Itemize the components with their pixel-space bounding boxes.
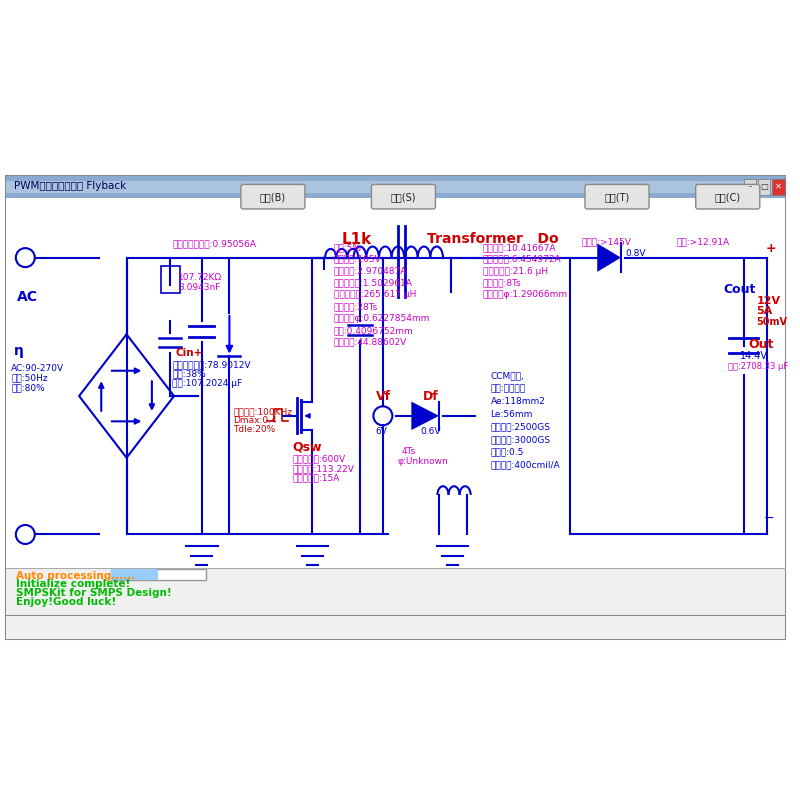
- Text: 5A: 5A: [756, 306, 773, 317]
- Text: 耐压裕量:113.22V: 耐压裕量:113.22V: [293, 464, 354, 474]
- FancyBboxPatch shape: [585, 185, 649, 209]
- Text: 0.8V: 0.8V: [625, 249, 646, 258]
- Text: □: □: [760, 182, 768, 191]
- Text: 初级电感量:265.617 μH: 初级电感量:265.617 μH: [334, 290, 416, 299]
- Text: Enjoy!Good luck!: Enjoy!Good luck!: [16, 597, 116, 606]
- Text: 放电:38%: 放电:38%: [173, 370, 206, 378]
- Text: 输出压:>145V: 输出压:>145V: [582, 238, 631, 246]
- Text: Vf: Vf: [376, 390, 391, 402]
- FancyBboxPatch shape: [371, 185, 435, 209]
- Text: ✕: ✕: [775, 182, 782, 191]
- Text: 电流:>12.91A: 电流:>12.91A: [676, 238, 730, 246]
- Text: 放电率:0.5: 放电率:0.5: [490, 448, 524, 457]
- Text: Le:56mm: Le:56mm: [490, 410, 533, 418]
- Text: L1k: L1k: [342, 232, 372, 247]
- Text: 次级线径φ:1.29066mm: 次级线径φ:1.29066mm: [482, 290, 568, 299]
- Text: 估计:2708.33 μF: 估计:2708.33 μF: [728, 362, 788, 371]
- Text: Cin+: Cin+: [176, 347, 203, 358]
- FancyBboxPatch shape: [696, 185, 760, 209]
- Text: 漏感尖值:105V: 漏感尖值:105V: [334, 254, 382, 264]
- Text: Ae:118mm2: Ae:118mm2: [490, 397, 546, 406]
- Text: 初级匝数:28Ts: 初级匝数:28Ts: [334, 302, 378, 311]
- Text: Out: Out: [748, 338, 774, 351]
- Text: 50mV: 50mV: [756, 317, 787, 326]
- Text: 磁芯:未知型号: 磁芯:未知型号: [490, 385, 526, 394]
- Text: 电容:107.2024 μF: 电容:107.2024 μF: [173, 379, 242, 388]
- FancyBboxPatch shape: [6, 181, 785, 193]
- Polygon shape: [411, 402, 439, 430]
- Text: 饱和磁密:3000GS: 饱和磁密:3000GS: [490, 435, 550, 444]
- Text: 返回(B): 返回(B): [260, 192, 286, 202]
- Text: 频率:50Hz: 频率:50Hz: [11, 374, 48, 382]
- Text: η: η: [14, 344, 24, 358]
- Text: Transformer   Do: Transformer Do: [427, 233, 558, 246]
- FancyBboxPatch shape: [241, 185, 305, 209]
- Text: 漏感:5%: 漏感:5%: [334, 243, 362, 252]
- Text: φ:Unknown: φ:Unknown: [398, 458, 449, 466]
- FancyBboxPatch shape: [743, 179, 756, 195]
- Text: 气隙:0.4096752mm: 气隙:0.4096752mm: [334, 326, 414, 335]
- Text: 最低整流电压:78.9012V: 最低整流电压:78.9012V: [173, 360, 251, 369]
- FancyBboxPatch shape: [6, 176, 785, 639]
- Text: 4Ts: 4Ts: [402, 447, 416, 456]
- Text: 6V: 6V: [376, 427, 388, 436]
- Text: Df: Df: [423, 390, 439, 402]
- Text: Tdle:20%: Tdle:20%: [234, 425, 276, 434]
- FancyBboxPatch shape: [6, 198, 785, 615]
- Text: Dmax:0.4: Dmax:0.4: [234, 416, 277, 425]
- Text: 次级匝数:8Ts: 次级匝数:8Ts: [482, 278, 521, 287]
- Text: 14.4V: 14.4V: [741, 351, 769, 362]
- Text: 12V: 12V: [756, 296, 780, 306]
- Text: 效率:80%: 效率:80%: [11, 383, 45, 392]
- Text: Qsw: Qsw: [293, 441, 322, 454]
- Text: CCM模式,: CCM模式,: [490, 372, 524, 381]
- Text: PWM单端反激变换器 Flyback: PWM单端反激变换器 Flyback: [14, 182, 126, 191]
- Text: 开关管耐压:600V: 开关管耐压:600V: [293, 455, 346, 464]
- FancyBboxPatch shape: [110, 570, 206, 579]
- Text: 电流峰值:2.970487A: 电流峰值:2.970487A: [334, 266, 407, 275]
- Text: Auto processing......: Auto processing......: [16, 570, 135, 581]
- FancyBboxPatch shape: [6, 568, 785, 639]
- FancyBboxPatch shape: [758, 179, 770, 195]
- Text: 电流密度:400cmil/A: 电流密度:400cmil/A: [490, 460, 560, 470]
- Text: 电流有效值:6.454972A: 电流有效值:6.454972A: [482, 254, 561, 264]
- Text: -: -: [748, 182, 751, 191]
- Text: +: +: [766, 242, 776, 254]
- Text: 字体(T): 字体(T): [604, 192, 630, 202]
- Text: 电流有效值:1.502961A: 电流有效值:1.502961A: [334, 278, 413, 287]
- Text: Cout: Cout: [724, 282, 756, 296]
- Text: 峰值磁密:2500GS: 峰值磁密:2500GS: [490, 422, 550, 431]
- FancyBboxPatch shape: [110, 570, 158, 579]
- Text: 电流峰值:10.41667A: 电流峰值:10.41667A: [482, 243, 556, 252]
- Text: 保存(S): 保存(S): [390, 192, 416, 202]
- Text: Initialize complete!: Initialize complete!: [16, 579, 130, 590]
- Text: −: −: [763, 512, 774, 525]
- Text: 107.72KΩ: 107.72KΩ: [178, 273, 222, 282]
- FancyBboxPatch shape: [772, 179, 785, 195]
- FancyBboxPatch shape: [161, 266, 179, 294]
- Text: 背景(C): 背景(C): [714, 192, 741, 202]
- Text: AC: AC: [18, 290, 38, 304]
- Text: AC:90-270V: AC:90-270V: [11, 364, 64, 373]
- Text: 次级电感量:21.6 μH: 次级电感量:21.6 μH: [482, 266, 548, 275]
- Text: 0.6V: 0.6V: [421, 427, 442, 436]
- Text: 输入电流平均值:0.95056A: 输入电流平均值:0.95056A: [173, 239, 257, 248]
- Polygon shape: [598, 243, 621, 272]
- Text: 初级线径φ:0.6227854mm: 初级线径φ:0.6227854mm: [334, 314, 430, 323]
- Text: 电流拉配值:15A: 电流拉配值:15A: [293, 474, 340, 483]
- Text: 开关频率:100KHz: 开关频率:100KHz: [234, 407, 292, 416]
- Text: 3.0943nF: 3.0943nF: [178, 283, 220, 292]
- Text: SMPSKit for SMPS Design!: SMPSKit for SMPS Design!: [16, 588, 171, 598]
- FancyBboxPatch shape: [6, 176, 785, 198]
- Text: 折射电压:44.88602V: 折射电压:44.88602V: [334, 338, 407, 346]
